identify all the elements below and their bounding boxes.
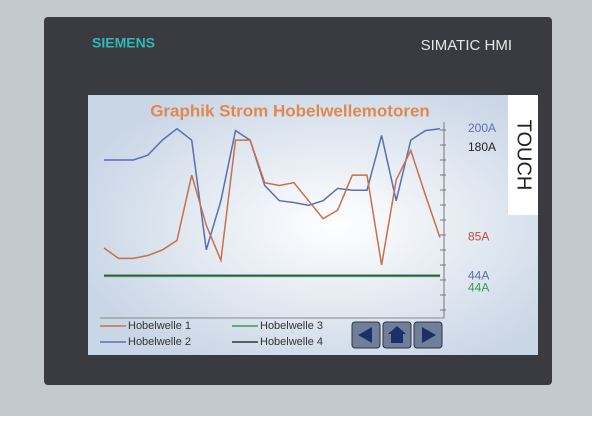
touch-label: TOUCH: [513, 120, 535, 191]
legend-label: Hobelwelle 1: [128, 320, 191, 332]
end-label: 180A: [468, 140, 496, 154]
end-label: 44A: [468, 281, 489, 295]
legend-label: Hobelwelle 3: [260, 320, 323, 332]
legend-label: Hobelwelle 4: [260, 336, 323, 348]
brand: SIEMENS: [92, 35, 155, 51]
chart-title: Graphik Strom Hobelwellemotoren: [150, 101, 430, 120]
nav-buttons: [352, 322, 442, 348]
model: SIMATIC HMI: [421, 37, 512, 54]
end-label: 85A: [468, 230, 489, 244]
legend-label: Hobelwelle 2: [128, 336, 191, 348]
hmi-panel: SIEMENS SIMATIC HMI TOUCH Graphik Strom …: [0, 0, 592, 416]
end-label: 200A: [468, 121, 496, 135]
